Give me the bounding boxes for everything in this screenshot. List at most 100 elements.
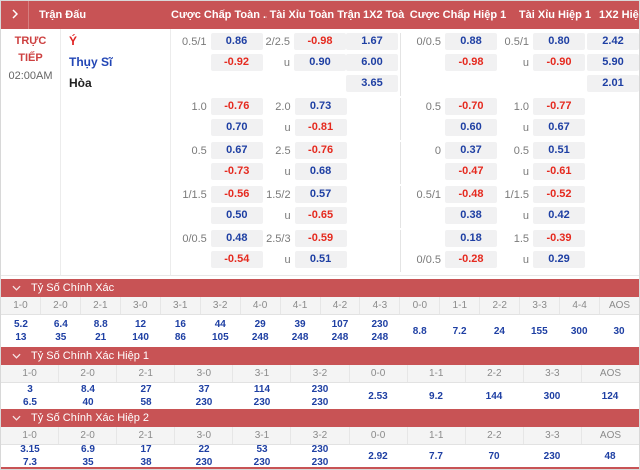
odds-value[interactable]: 2.01: [587, 75, 639, 92]
score-odds-value[interactable]: 6.5: [23, 397, 37, 408]
odds-value[interactable]: 0.67: [210, 142, 263, 159]
score-odds-value[interactable]: 300: [543, 390, 561, 402]
odds-value[interactable]: -0.47: [445, 163, 498, 180]
odds-value[interactable]: -0.76: [210, 98, 263, 115]
score-odds-value[interactable]: 27: [140, 384, 152, 395]
odds-value[interactable]: -0.28: [445, 251, 498, 268]
odds-value[interactable]: 0.29: [533, 251, 586, 268]
score-odds-value[interactable]: 70: [488, 450, 500, 462]
odds-value[interactable]: 2.42: [587, 33, 639, 50]
odds-value[interactable]: 0.48: [210, 230, 263, 247]
odds-value[interactable]: 0.37: [445, 142, 498, 159]
score-odds-value[interactable]: 248: [371, 332, 389, 343]
score-odds-value[interactable]: 37: [198, 384, 210, 395]
score-odds-value[interactable]: 230: [195, 457, 213, 468]
odds-value[interactable]: 0.60: [445, 119, 498, 136]
score-odds-value[interactable]: 155: [530, 325, 548, 337]
odds-value[interactable]: -0.56: [210, 186, 263, 203]
section-header-bar[interactable]: Tỷ Số Chính Xác Hiệp 2: [1, 409, 639, 427]
score-odds-value[interactable]: 8.8: [93, 319, 108, 330]
score-odds-value[interactable]: 248: [331, 332, 349, 343]
score-odds-value[interactable]: 8.8: [412, 325, 427, 337]
odds-value[interactable]: -0.98: [445, 54, 497, 71]
score-odds-value[interactable]: 230: [371, 319, 389, 330]
score-odds-value[interactable]: 40: [82, 397, 94, 408]
score-odds-value[interactable]: 30: [613, 325, 625, 337]
score-odds-value[interactable]: 7.3: [23, 457, 37, 468]
score-odds-value[interactable]: 107: [331, 319, 349, 330]
score-odds-value[interactable]: 58: [140, 397, 152, 408]
score-odds-value[interactable]: 230: [311, 444, 329, 455]
odds-value[interactable]: 0.38: [445, 207, 498, 224]
score-odds-value[interactable]: 230: [253, 457, 271, 468]
score-odds-value[interactable]: 2.92: [368, 450, 388, 462]
score-odds-value[interactable]: 114: [253, 384, 271, 395]
score-odds-value[interactable]: 21: [95, 332, 107, 343]
score-odds-value[interactable]: 8.4: [81, 384, 95, 395]
odds-value[interactable]: -0.39: [533, 230, 586, 247]
score-odds-value[interactable]: 17: [140, 444, 152, 455]
score-odds-value[interactable]: 9.2: [429, 390, 443, 402]
score-odds-value[interactable]: 86: [174, 332, 186, 343]
odds-value[interactable]: 0.90: [294, 54, 346, 71]
score-odds-value[interactable]: 230: [311, 397, 329, 408]
odds-value[interactable]: 0.51: [294, 251, 347, 268]
odds-value[interactable]: -0.73: [210, 163, 263, 180]
odds-value[interactable]: 0.57: [294, 186, 347, 203]
odds-value[interactable]: 0.51: [533, 142, 586, 159]
odds-value[interactable]: 0.80: [533, 33, 585, 50]
odds-value[interactable]: 5.90: [587, 54, 639, 71]
odds-value[interactable]: -0.54: [210, 251, 263, 268]
score-odds-value[interactable]: 230: [311, 384, 329, 395]
odds-value[interactable]: -0.61: [533, 163, 586, 180]
odds-value[interactable]: 0.50: [210, 207, 263, 224]
score-odds-value[interactable]: 248: [251, 332, 269, 343]
score-odds-value[interactable]: 6.4: [53, 319, 68, 330]
odds-value[interactable]: 0.88: [445, 33, 497, 50]
score-odds-value[interactable]: 35: [55, 332, 67, 343]
odds-value[interactable]: -0.92: [210, 54, 263, 71]
odds-value[interactable]: 0.42: [533, 207, 586, 224]
score-odds-value[interactable]: 24: [493, 325, 505, 337]
score-odds-value[interactable]: 6.9: [81, 444, 95, 455]
odds-value[interactable]: 0.73: [294, 98, 347, 115]
odds-value[interactable]: -0.52: [533, 186, 586, 203]
odds-value[interactable]: 0.18: [445, 230, 498, 247]
odds-value[interactable]: -0.76: [294, 142, 347, 159]
score-odds-value[interactable]: 144: [485, 390, 503, 402]
odds-value[interactable]: -0.65: [294, 207, 347, 224]
odds-value[interactable]: -0.90: [533, 54, 585, 71]
section-header-bar[interactable]: Tỷ Số Chính Xác: [1, 279, 639, 297]
odds-value[interactable]: -0.77: [533, 98, 586, 115]
score-odds-value[interactable]: 29: [254, 319, 266, 330]
score-odds-value[interactable]: 7.2: [452, 325, 467, 337]
score-odds-value[interactable]: 230: [253, 397, 271, 408]
section-header-bar[interactable]: Tỷ Số Chính Xác Hiệp 1: [1, 347, 639, 365]
score-odds-value[interactable]: 2.53: [368, 390, 388, 402]
score-odds-value[interactable]: 12: [135, 319, 147, 330]
score-odds-value[interactable]: 230: [311, 457, 329, 468]
score-odds-value[interactable]: 44: [214, 319, 226, 330]
score-odds-value[interactable]: 248: [291, 332, 309, 343]
odds-value[interactable]: -0.59: [294, 230, 347, 247]
score-odds-value[interactable]: 5.2: [13, 319, 28, 330]
score-odds-value[interactable]: 124: [601, 390, 619, 402]
score-odds-value[interactable]: 38: [140, 457, 152, 468]
score-odds-value[interactable]: 300: [570, 325, 588, 337]
odds-value[interactable]: -0.98: [294, 33, 346, 50]
score-odds-value[interactable]: 3: [27, 384, 33, 395]
score-odds-value[interactable]: 230: [543, 450, 561, 462]
score-odds-value[interactable]: 22: [198, 444, 210, 455]
score-odds-value[interactable]: 35: [82, 457, 94, 468]
odds-value[interactable]: 3.65: [346, 75, 398, 92]
odds-value[interactable]: 0.67: [533, 119, 586, 136]
expand-chevron-button[interactable]: [1, 1, 29, 29]
odds-value[interactable]: 6.00: [346, 54, 398, 71]
odds-value[interactable]: -0.70: [445, 98, 498, 115]
odds-value[interactable]: -0.48: [445, 186, 498, 203]
odds-value[interactable]: 0.68: [294, 163, 347, 180]
score-odds-value[interactable]: 105: [211, 332, 229, 343]
score-odds-value[interactable]: 230: [195, 397, 213, 408]
score-odds-value[interactable]: 7.7: [429, 450, 443, 462]
score-odds-value[interactable]: 13: [15, 332, 27, 343]
